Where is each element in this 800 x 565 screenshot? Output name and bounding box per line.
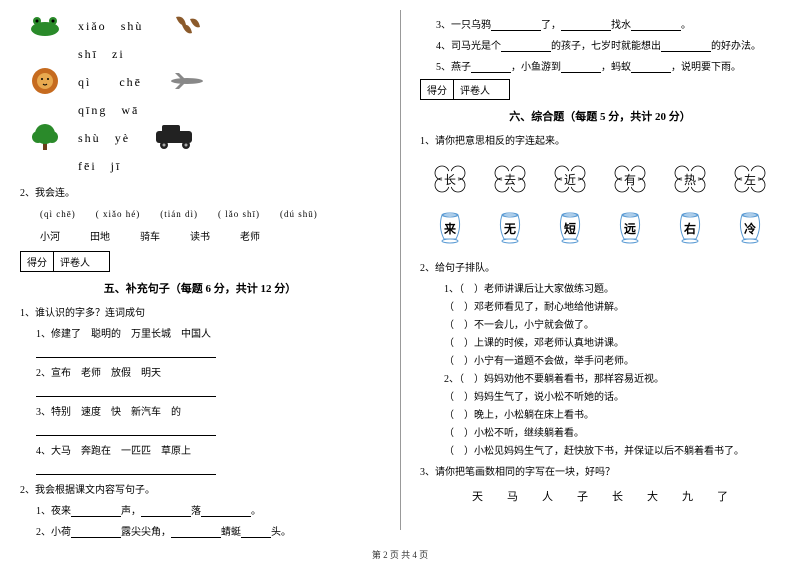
sec5-item: 2、宣布 老师 放假 明天 xyxy=(36,364,380,379)
flower-row: 长 去 近 有 热 左 xyxy=(420,161,780,197)
q2-group-head: 2、（ ）妈妈劝他不要躺着看书，那样容易近视。 xyxy=(444,370,780,385)
vase-item: 右 xyxy=(670,211,710,245)
score-label: 得分 xyxy=(21,252,54,271)
q2-item: （ ）不一会儿，小宁就会做了。 xyxy=(444,316,780,331)
vase-row: 来 无 短 远 右 冷 xyxy=(420,211,780,245)
lion-icon xyxy=(20,68,70,94)
sec6-q3: 3、请你把笔画数相同的字写在一块，好吗？ xyxy=(420,463,780,478)
flower-item: 左 xyxy=(730,161,770,197)
pinyin-text: shù yè xyxy=(78,129,130,146)
q5: 5、燕子，小鱼游到，蚂蚁，说明要下雨。 xyxy=(436,58,780,73)
q4: 4、司马光是个的孩子，七岁时就能想出的好办法。 xyxy=(436,37,780,52)
flower-item: 长 xyxy=(430,161,470,197)
section5-title: 五、补充句子（每题 6 分，共计 12 分） xyxy=(20,280,380,296)
score-label: 得分 xyxy=(421,80,454,99)
word-options: 小河田地骑车读书老师 xyxy=(40,228,380,243)
sec5-item: 1、修建了 聪明的 万里长城 中国人 xyxy=(36,325,380,340)
sec5-q2-item: 1、夜来声，落。 xyxy=(36,502,380,517)
sec6-q1: 1、请你把意思相反的字连起来。 xyxy=(420,132,780,147)
section6-title: 六、综合题（每题 5 分，共计 20 分） xyxy=(420,108,780,124)
pinyin-row: shī zi xyxy=(20,40,380,66)
flower-item: 热 xyxy=(670,161,710,197)
car-icon xyxy=(150,124,200,150)
pinyin-text: qīng wā xyxy=(78,101,139,118)
leaves-icon xyxy=(163,12,213,38)
pinyin-row: shù yè xyxy=(20,124,380,150)
q2-item: （ ）小松见妈妈生气了，赶快放下书，并保证以后不躺着看书了。 xyxy=(444,442,780,457)
pinyin-text: shī zi xyxy=(78,45,125,62)
blank-line[interactable] xyxy=(36,385,380,397)
q2-item: （ ）晚上，小松躺在床上看书。 xyxy=(444,406,780,421)
vase-item: 冷 xyxy=(730,211,770,245)
sec5-q1: 1、谁认识的字多？连词成句 xyxy=(20,304,380,319)
q2-item: （ ）小宁有一道题不会做，举手问老师。 xyxy=(444,352,780,367)
sec5-item: 3、特别 速度 快 新汽车 的 xyxy=(36,403,380,418)
right-column: 3、一只乌鸦了，找水。 4、司马光是个的孩子，七岁时就能想出的好办法。 5、燕子… xyxy=(400,0,800,540)
q2-item: （ ）上课的时候，邓老师认真地讲课。 xyxy=(444,334,780,349)
pinyin-row: fēi jī xyxy=(20,152,380,178)
blank-line[interactable] xyxy=(36,463,380,475)
pinyin-text: xiǎo shù xyxy=(78,17,143,34)
score-box: 得分 评卷人 xyxy=(420,79,510,100)
pinyin-row: qì chē xyxy=(20,68,380,94)
pinyin-row: qīng wā xyxy=(20,96,380,122)
reviewer-label: 评卷人 xyxy=(54,252,96,271)
plane-icon xyxy=(162,68,212,94)
frog-icon xyxy=(20,12,70,38)
q2-group-head: 1、（ ）老师讲课后让大家做练习题。 xyxy=(444,280,780,295)
page-footer: 第 2 页 共 4 页 xyxy=(0,548,800,561)
vase-item: 短 xyxy=(550,211,590,245)
flower-item: 去 xyxy=(490,161,530,197)
flower-item: 有 xyxy=(610,161,650,197)
q2-item: （ ）邓老师看见了，耐心地给他讲解。 xyxy=(444,298,780,313)
sec5-q2: 2、我会根据课文内容写句子。 xyxy=(20,481,380,496)
q2-item: （ ）妈妈生气了，说小松不听她的话。 xyxy=(444,388,780,403)
pinyin-row: xiǎo shù xyxy=(20,12,380,38)
left-column: xiǎo shù shī zi qì chē qīng wā shù yè fē… xyxy=(0,0,400,540)
sec5-q2-item: 2、小荷露尖尖角，蜻蜓头。 xyxy=(36,523,380,538)
flower-item: 近 xyxy=(550,161,590,197)
blank-line[interactable] xyxy=(36,346,380,358)
vase-item: 无 xyxy=(490,211,530,245)
vase-item: 来 xyxy=(430,211,470,245)
pinyin-options: (qì chē) ( xiǎo hé) (tián dì) ( lǎo shī)… xyxy=(40,207,380,220)
q2-label: 2、我会连。 xyxy=(20,184,380,199)
tree-icon xyxy=(20,124,70,150)
reviewer-label: 评卷人 xyxy=(454,80,496,99)
q2-item: （ ）小松不听，继续躺着看。 xyxy=(444,424,780,439)
char-row: 天马人子长大九了 xyxy=(420,488,780,504)
pinyin-text: fēi jī xyxy=(78,157,121,174)
blank-line[interactable] xyxy=(36,424,380,436)
sec6-q2: 2、给句子排队。 xyxy=(420,259,780,274)
sec5-item: 4、大马 奔跑在 一匹匹 草原上 xyxy=(36,442,380,457)
score-box: 得分 评卷人 xyxy=(20,251,110,272)
vase-item: 远 xyxy=(610,211,650,245)
q3: 3、一只乌鸦了，找水。 xyxy=(436,16,780,31)
pinyin-text: qì chē xyxy=(78,73,142,90)
